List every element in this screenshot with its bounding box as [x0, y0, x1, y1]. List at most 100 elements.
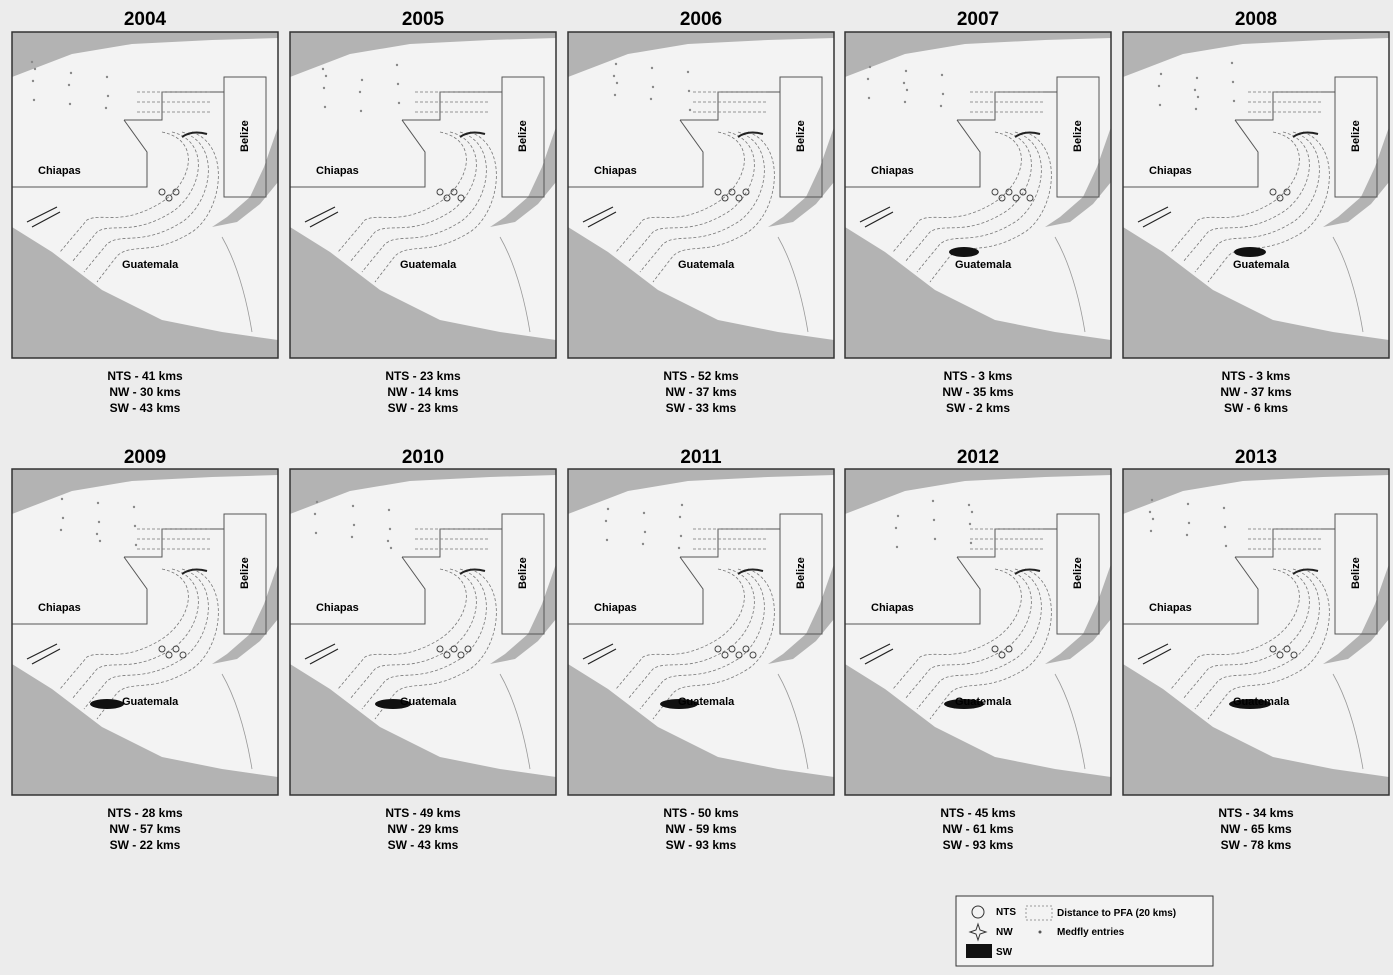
- medfly-dot: [968, 522, 972, 526]
- basemap: [567, 31, 835, 359]
- distance-caption: NTS - 23 kms: [385, 369, 461, 383]
- medfly-dot: [969, 541, 973, 545]
- medfly-dot: [932, 518, 936, 522]
- distance-caption: NTS - 3 kms: [1222, 369, 1291, 383]
- nts-marker: [714, 188, 722, 196]
- medfly-dot: [313, 512, 317, 516]
- medfly-dot: [59, 528, 63, 532]
- legend-box: [955, 895, 1214, 967]
- legend-text: SW: [996, 947, 1013, 958]
- distance-caption: NTS - 50 kms: [663, 806, 739, 820]
- sw-cluster: [1234, 247, 1266, 257]
- map-label: Chiapas: [316, 602, 359, 614]
- map-label: Belize: [1072, 120, 1084, 152]
- medfly-dot: [1224, 544, 1228, 548]
- sw-cluster: [660, 699, 698, 709]
- nts-marker: [714, 645, 722, 653]
- medfly-dot: [867, 96, 871, 100]
- distance-caption: SW - 78 kms: [1221, 838, 1292, 852]
- medfly-dot: [389, 546, 393, 550]
- medfly-dot: [613, 93, 617, 97]
- panel-frame: [11, 31, 279, 359]
- nts-marker: [1269, 188, 1277, 196]
- medfly-dot: [96, 501, 100, 505]
- map-panel: Chiapas Guatemala Belize: [1122, 468, 1390, 796]
- medfly-dot: [397, 101, 401, 105]
- medfly-dot: [1232, 99, 1236, 103]
- medfly-dot: [1149, 529, 1153, 533]
- sw-cluster: [949, 247, 979, 257]
- panel-frame: [1122, 468, 1390, 796]
- medfly-dot: [905, 88, 909, 92]
- medfly-dot: [931, 499, 935, 503]
- medfly-dot: [359, 109, 363, 113]
- medfly-dot: [106, 94, 110, 98]
- panel-frame: [844, 468, 1112, 796]
- map-panel: Chiapas Guatemala Belize: [567, 468, 835, 796]
- medfly-dot: [615, 81, 619, 85]
- basemap: [844, 468, 1112, 796]
- medfly-dot: [61, 516, 65, 520]
- legend-sw: [966, 944, 992, 958]
- map-label: Guatemala: [122, 259, 179, 271]
- nts-marker: [165, 651, 173, 659]
- distance-caption: NTS - 28 kms: [107, 806, 183, 820]
- basemap: [844, 31, 1112, 359]
- distance-caption: NTS - 3 kms: [944, 369, 1013, 383]
- nts-marker: [436, 645, 444, 653]
- nts-marker: [1019, 188, 1027, 196]
- medfly-dot: [1185, 533, 1189, 537]
- panel-frame: [11, 468, 279, 796]
- medfly-dot: [933, 537, 937, 541]
- nts-marker: [1269, 645, 1277, 653]
- distance-caption: NTS - 45 kms: [940, 806, 1016, 820]
- distance-caption: SW - 23 kms: [388, 401, 459, 415]
- distance-caption: SW - 22 kms: [110, 838, 181, 852]
- medfly-dot: [1193, 88, 1197, 92]
- medfly-dot: [970, 510, 974, 514]
- map-label: Belize: [1350, 120, 1362, 152]
- panel-year: 2009: [124, 447, 166, 468]
- distance-caption: NTS - 52 kms: [663, 369, 739, 383]
- medfly-dot: [605, 538, 609, 542]
- nts-marker: [1005, 645, 1013, 653]
- distance-caption: SW - 93 kms: [666, 838, 737, 852]
- medfly-dot: [606, 507, 610, 511]
- panel-year: 2013: [1235, 447, 1277, 468]
- medfly-dot: [324, 74, 328, 78]
- medfly-dot: [360, 78, 364, 82]
- map-label: Guatemala: [1233, 259, 1290, 271]
- map-label: Guatemala: [1233, 696, 1290, 708]
- medfly-dot: [680, 503, 684, 507]
- medfly-dot: [315, 500, 319, 504]
- panel-year: 2007: [957, 9, 999, 30]
- panel-year: 2010: [402, 447, 444, 468]
- map-label: Chiapas: [1149, 602, 1192, 614]
- medfly-dot: [386, 539, 390, 543]
- medfly-dot: [868, 65, 872, 69]
- map-label: Guatemala: [955, 696, 1012, 708]
- medfly-dot: [1231, 80, 1235, 84]
- basemap: [1122, 468, 1390, 796]
- medfly-dot: [1151, 517, 1155, 521]
- nts-marker: [436, 188, 444, 196]
- map-label: Belize: [239, 120, 251, 152]
- medfly-dot: [896, 514, 900, 518]
- nts-marker: [443, 651, 451, 659]
- basemap: [567, 468, 835, 796]
- sw-cluster: [375, 699, 411, 709]
- medfly-dot: [641, 542, 645, 546]
- medfly-dot: [60, 497, 64, 501]
- map-panel: Chiapas Guatemala Belize: [1122, 31, 1390, 359]
- medfly-dot: [351, 504, 355, 508]
- medfly-dot: [679, 534, 683, 538]
- panel-frame: [289, 31, 557, 359]
- nts-marker: [172, 188, 180, 196]
- nts-marker: [158, 645, 166, 653]
- medfly-dot: [31, 79, 35, 83]
- map-label: Chiapas: [594, 602, 637, 614]
- sw-cluster: [1229, 699, 1271, 709]
- panel-frame: [567, 468, 835, 796]
- medfly-dot: [1196, 95, 1200, 99]
